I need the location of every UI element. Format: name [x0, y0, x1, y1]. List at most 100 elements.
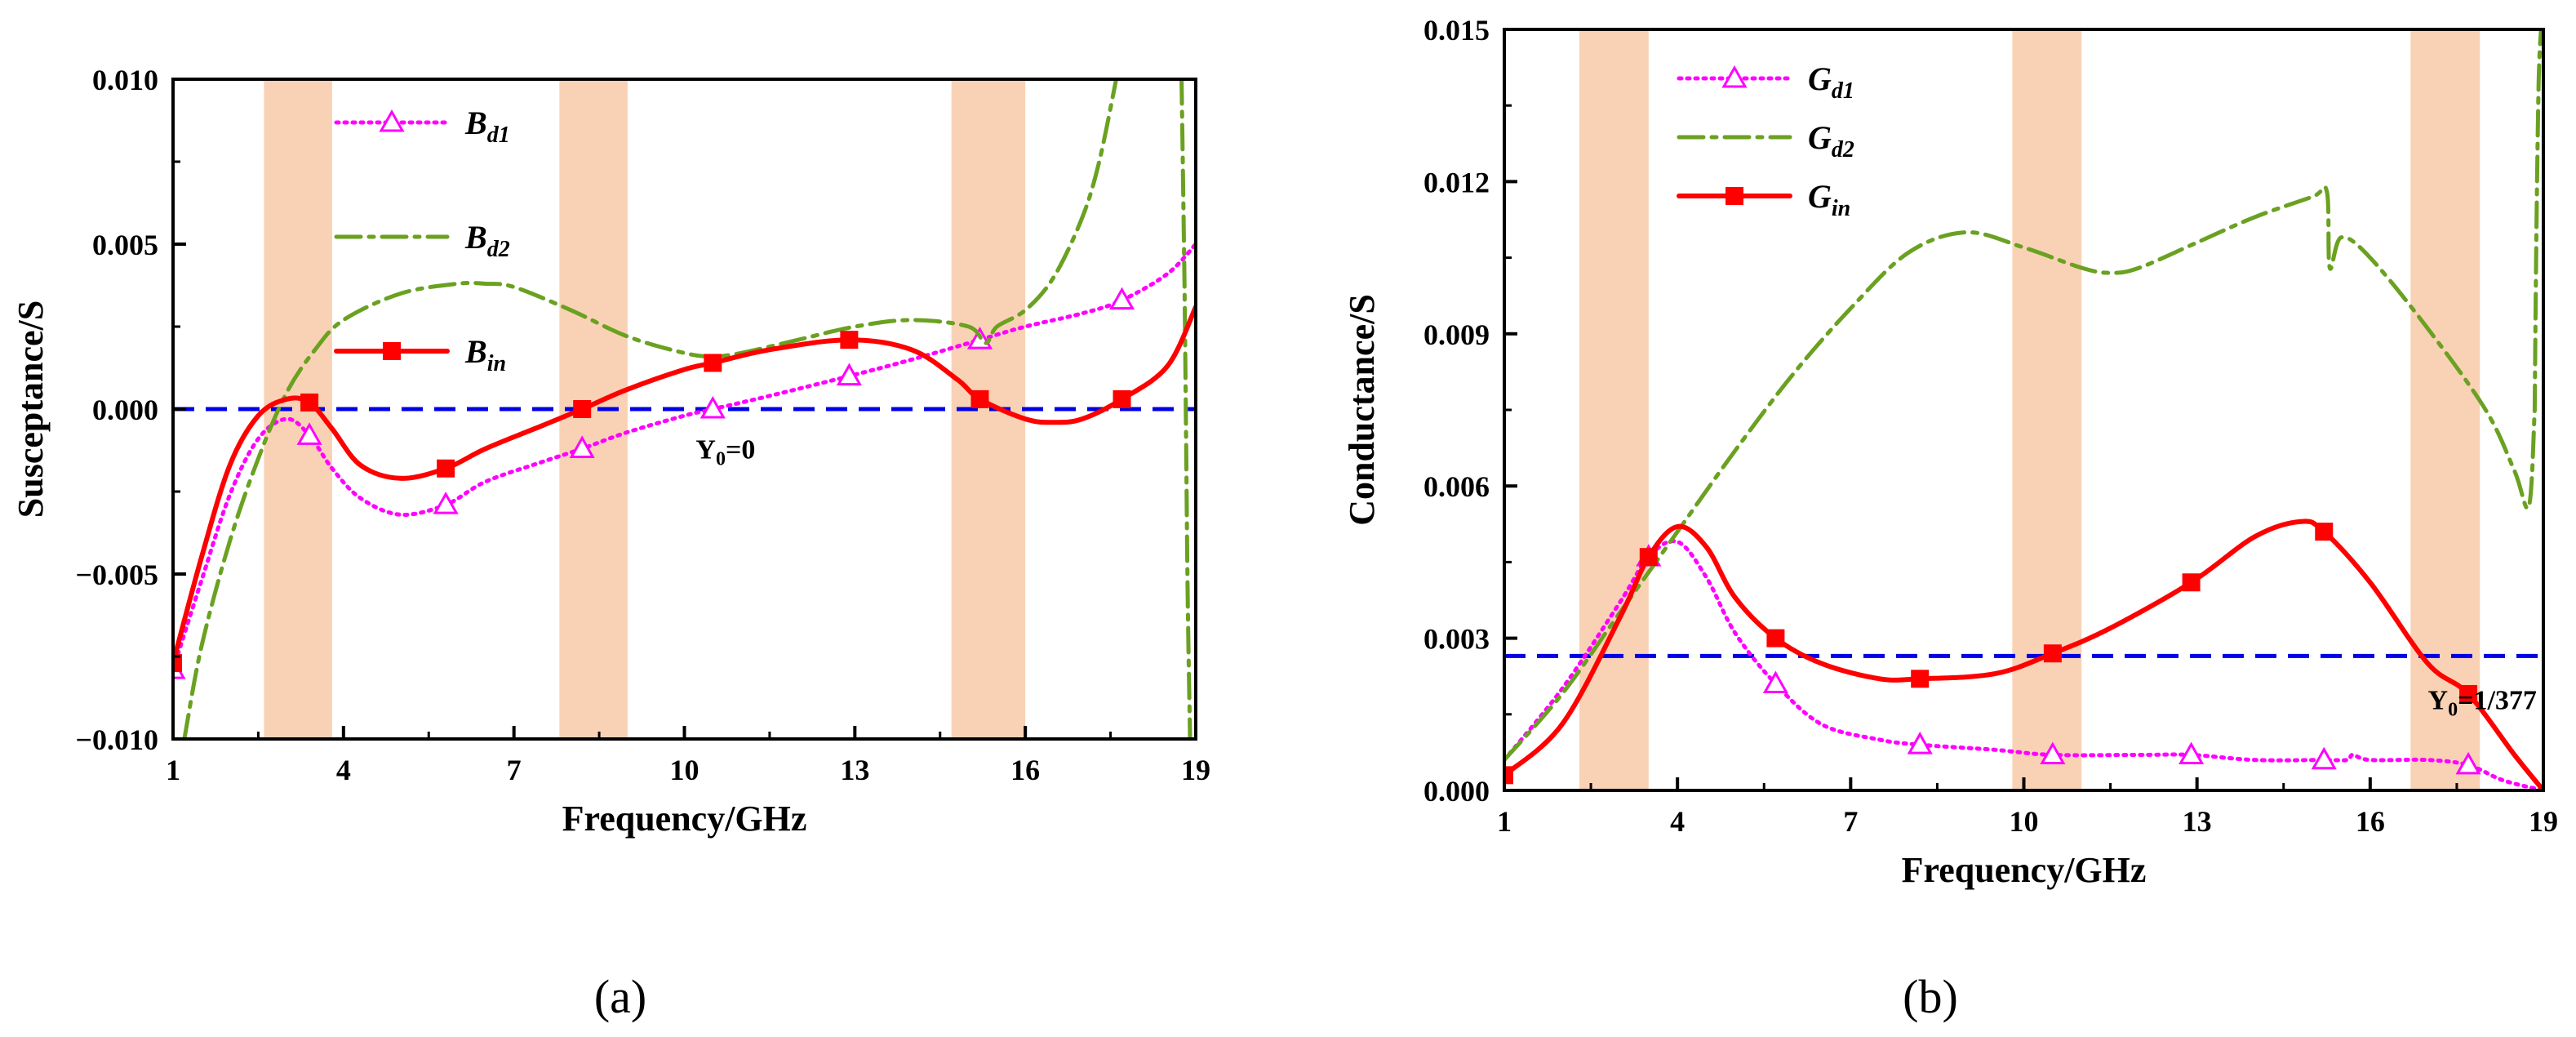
data-point	[296, 422, 322, 445]
legend-label-sub: in	[1832, 196, 1850, 221]
x-tick-label: 1	[166, 754, 180, 786]
data-point	[2040, 741, 2066, 765]
y-tick-label: 0.012	[1423, 166, 1490, 198]
legend-label-in: Bin	[464, 333, 506, 376]
legend-label-main: B	[464, 219, 487, 256]
reference-label: Y0=0	[695, 435, 755, 470]
series-line-d1	[1504, 539, 2543, 790]
data-point	[2311, 746, 2337, 770]
y-axis-title: Conductance/S	[1342, 294, 1382, 526]
legend-marker	[379, 109, 405, 132]
y-tick-label: 0.006	[1423, 470, 1490, 503]
x-tick-label: 7	[1843, 805, 1858, 838]
reference-label-suffix: =0	[726, 435, 755, 465]
data-point	[437, 459, 455, 478]
y-tick-label: −0.010	[75, 723, 158, 756]
legend-label-main: G	[1808, 60, 1832, 97]
legend-label-sub: in	[487, 351, 506, 376]
y-tick-label: 0.000	[1423, 775, 1490, 808]
x-tick-label: 19	[1181, 754, 1210, 786]
reference-label-main: Y	[695, 435, 716, 465]
data-point	[433, 492, 459, 514]
panel-a: 1 4 7 10 13 16 19 −0.010 −0.005 0.000 0.005 0.010 Fr…	[11, 64, 1210, 1023]
data-point	[836, 363, 862, 386]
y-tick-label: 0.003	[1423, 623, 1490, 656]
shaded-band	[1579, 29, 1649, 790]
data-point	[1108, 287, 1135, 310]
y-axis-title: Susceptance/S	[11, 300, 51, 518]
legend-label-d1: Gd1	[1808, 60, 1854, 104]
y-tick-label: 0.005	[92, 229, 158, 261]
legend-label-main: B	[464, 333, 487, 370]
shaded-band	[2012, 29, 2082, 790]
data-point	[700, 395, 726, 419]
plot-area	[1504, 29, 2543, 790]
legend-label-sub: d1	[1832, 78, 1854, 104]
x-tick-label: 10	[2010, 805, 2039, 838]
series-line-in	[1504, 518, 2543, 790]
data-point	[1911, 670, 1930, 688]
y-tick-label: 0.015	[1423, 14, 1490, 47]
x-tick-label: 1	[1497, 805, 1512, 838]
x-axis-title: Frequency/GHz	[562, 799, 807, 839]
plot-area	[173, 79, 1196, 739]
x-tick-label: 16	[2356, 805, 2385, 838]
y-tick-label: −0.005	[75, 559, 158, 591]
legend-marker	[1725, 187, 1743, 205]
series-line-d2-branch	[1179, 79, 1193, 739]
panel-caption: (b)	[1903, 970, 1958, 1023]
x-axis-title: Frequency/GHz	[1902, 850, 2147, 890]
panel-caption: (a)	[594, 970, 646, 1023]
data-point	[1762, 670, 1788, 694]
data-point	[1639, 548, 1658, 567]
y-tick-label: 0.009	[1423, 318, 1490, 351]
data-point	[2178, 741, 2205, 765]
data-point	[2459, 684, 2478, 703]
legend-label-d1: Bd1	[464, 105, 510, 148]
data-point	[1907, 732, 1933, 754]
data-point	[2182, 573, 2201, 592]
legend-marker	[1721, 65, 1748, 88]
legend-label-main: G	[1808, 178, 1832, 215]
series-line-d2	[182, 79, 1118, 739]
data-point	[300, 393, 319, 412]
legend-label-main: G	[1808, 119, 1832, 156]
data-point	[173, 654, 182, 673]
data-point	[573, 400, 592, 418]
reference-label-sub: 0	[2448, 700, 2458, 721]
legend-label-sub: d1	[487, 122, 510, 148]
legend-label-sub: d2	[1832, 137, 1854, 162]
reference-label-main: Y	[2428, 686, 2449, 716]
data-point	[2455, 751, 2481, 775]
y-tick-label: 0.000	[92, 394, 158, 426]
series-line-d2	[1504, 185, 2537, 763]
data-point	[569, 435, 595, 458]
series-line-in	[173, 304, 1196, 666]
data-point	[2043, 644, 2062, 663]
data-point	[970, 389, 989, 408]
x-tick-label: 19	[2529, 805, 2558, 838]
reference-label-sub: 0	[716, 449, 726, 470]
x-tick-label: 7	[507, 754, 522, 786]
data-point	[840, 331, 859, 349]
reference-label-suffix: =1/377	[2458, 686, 2537, 716]
data-point	[1766, 629, 1785, 648]
x-tick-label: 13	[840, 754, 869, 786]
shaded-band	[2410, 29, 2481, 790]
data-point	[704, 354, 722, 372]
legend-label-in: Gin	[1808, 178, 1850, 221]
data-point	[1113, 389, 1131, 408]
data-point	[1504, 766, 1513, 785]
legend-label-sub: d2	[487, 237, 510, 262]
reference-label: Y0=1/377	[2428, 686, 2537, 721]
x-tick-label: 16	[1010, 754, 1040, 786]
x-tick-label: 4	[336, 754, 351, 786]
series-line-d2-branch	[2532, 29, 2543, 412]
data-point	[2315, 523, 2334, 541]
x-tick-label: 13	[2183, 805, 2212, 838]
legend-label-d2: Bd2	[464, 219, 510, 262]
panel-b: 1 4 7 10 13 16 19 0.000 0.003 0.006 0.009 0.012 0.01…	[1342, 14, 2558, 1023]
legend-label-d2: Gd2	[1808, 119, 1854, 162]
legend-label-main: B	[464, 105, 487, 141]
